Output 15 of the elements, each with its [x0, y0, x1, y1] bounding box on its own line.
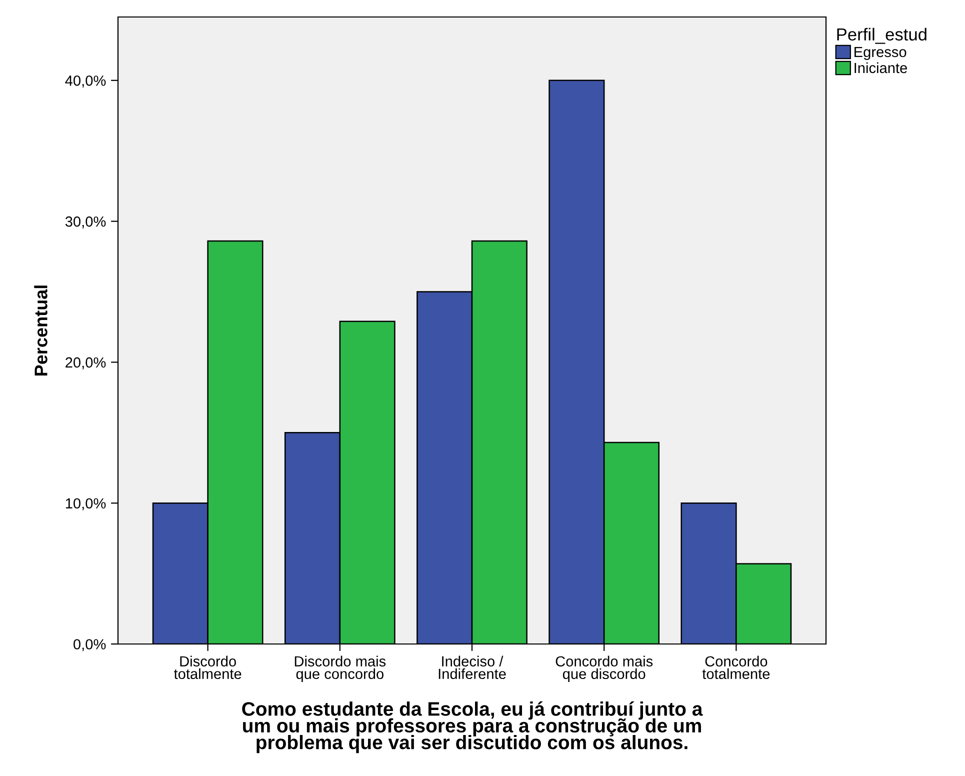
y-tick-label: 20,0%	[66, 357, 106, 370]
x-tick-label: Indeciso / Indiferente	[438, 656, 506, 680]
y-tick-label: 30,0%	[65, 216, 106, 228]
legend-title: Perfil_estud	[837, 28, 926, 44]
y-axis-title: Percentual	[34, 286, 48, 376]
x-tick-label: Concordo mais que discordo	[556, 656, 653, 682]
x-tick-label: Discordo totalmente	[174, 656, 242, 680]
x-tick-label: Discordo mais que concordo	[294, 656, 386, 682]
legend-label: Egresso	[854, 46, 906, 60]
legend-label: Iniciante	[854, 62, 908, 74]
y-tick-label: 0,0%	[74, 639, 106, 652]
y-tick-label: 10,0%	[66, 498, 106, 510]
x-axis-title: Como estudante da Escola, eu já contribuí junto a um ou mais professores para a construção de um problema que vai ser discutido com os alunos.	[242, 701, 703, 754]
y-tick-label: 40,0%	[65, 76, 106, 88]
x-tick-label: Concordo totalmente	[702, 656, 770, 680]
